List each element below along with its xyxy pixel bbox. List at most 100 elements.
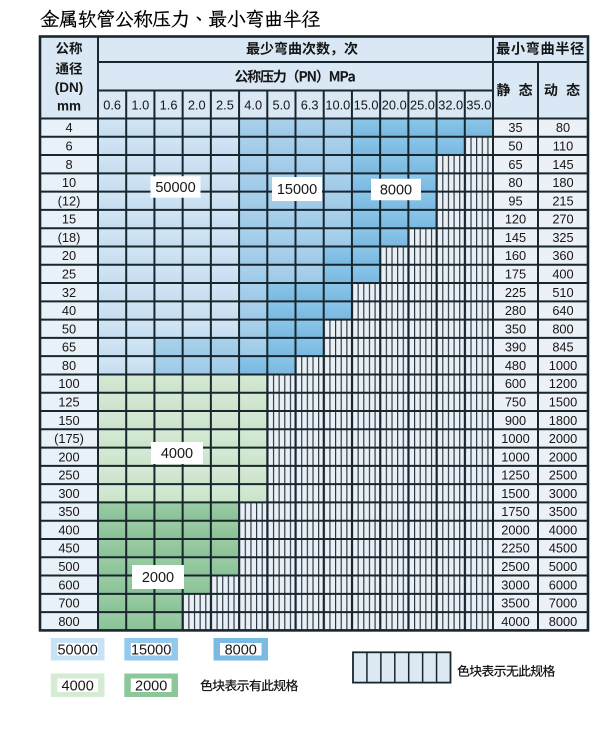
- svg-text:270: 270: [552, 212, 573, 227]
- svg-text:1.6: 1.6: [160, 97, 178, 112]
- svg-text:600: 600: [505, 376, 526, 391]
- svg-text:900: 900: [505, 413, 526, 428]
- svg-text:2500: 2500: [549, 468, 577, 483]
- svg-text:350: 350: [58, 504, 79, 519]
- svg-text:1000: 1000: [549, 358, 577, 373]
- svg-text:480: 480: [505, 358, 526, 373]
- svg-text:(18): (18): [58, 230, 81, 245]
- svg-text:8: 8: [65, 157, 72, 172]
- svg-text:3000: 3000: [549, 486, 577, 501]
- svg-text:845: 845: [552, 340, 573, 355]
- svg-text:4000: 4000: [501, 614, 529, 629]
- svg-text:750: 750: [505, 394, 526, 409]
- svg-text:4000: 4000: [161, 446, 193, 462]
- svg-text:1.0: 1.0: [131, 97, 149, 112]
- svg-text:95: 95: [508, 193, 522, 208]
- svg-text:500: 500: [58, 559, 79, 574]
- svg-text:15: 15: [62, 212, 76, 227]
- svg-text:700: 700: [58, 596, 79, 611]
- svg-text:3000: 3000: [501, 577, 529, 592]
- svg-text:4500: 4500: [549, 541, 577, 556]
- svg-text:50000: 50000: [57, 642, 97, 658]
- svg-text:2000: 2000: [135, 678, 167, 694]
- svg-text:640: 640: [552, 303, 573, 318]
- svg-text:1500: 1500: [549, 394, 577, 409]
- svg-text:40: 40: [62, 303, 76, 318]
- svg-text:800: 800: [58, 614, 79, 629]
- svg-text:1750: 1750: [501, 504, 529, 519]
- svg-text:2000: 2000: [501, 522, 529, 537]
- svg-text:145: 145: [505, 230, 526, 245]
- svg-text:110: 110: [553, 139, 573, 154]
- svg-text:8000: 8000: [225, 642, 257, 658]
- svg-text:1250: 1250: [501, 468, 529, 483]
- svg-text:125: 125: [58, 394, 79, 409]
- svg-text:3500: 3500: [501, 596, 529, 611]
- svg-text:4000: 4000: [62, 678, 94, 694]
- svg-text:4: 4: [65, 120, 72, 135]
- svg-text:5.0: 5.0: [272, 97, 290, 112]
- svg-text:2.0: 2.0: [188, 97, 206, 112]
- svg-text:100: 100: [58, 376, 79, 391]
- svg-text:4000: 4000: [549, 522, 577, 537]
- svg-text:15000: 15000: [131, 642, 171, 658]
- svg-text:50: 50: [508, 139, 522, 154]
- svg-text:80: 80: [508, 175, 522, 190]
- svg-text:2000: 2000: [549, 431, 577, 446]
- svg-text:1000: 1000: [501, 431, 529, 446]
- svg-text:160: 160: [505, 248, 526, 263]
- svg-text:25: 25: [62, 267, 76, 282]
- svg-text:325: 325: [552, 230, 573, 245]
- svg-text:5000: 5000: [549, 559, 577, 574]
- svg-text:15.0: 15.0: [354, 97, 379, 112]
- svg-text:510: 510: [552, 285, 573, 300]
- svg-text:145: 145: [552, 157, 573, 172]
- svg-text:180: 180: [552, 175, 573, 190]
- svg-text:25.0: 25.0: [410, 97, 435, 112]
- svg-text:6.3: 6.3: [301, 97, 319, 112]
- svg-text:215: 215: [552, 193, 573, 208]
- svg-text:225: 225: [505, 285, 526, 300]
- svg-text:(175): (175): [54, 431, 84, 446]
- svg-text:80: 80: [62, 358, 76, 373]
- svg-text:600: 600: [58, 577, 79, 592]
- svg-text:1200: 1200: [549, 376, 577, 391]
- svg-text:450: 450: [58, 541, 79, 556]
- svg-text:175: 175: [505, 267, 526, 282]
- svg-text:35.0: 35.0: [466, 97, 491, 112]
- svg-text:390: 390: [505, 340, 526, 355]
- svg-text:35: 35: [508, 120, 522, 135]
- svg-text:300: 300: [58, 486, 79, 501]
- svg-text:10.0: 10.0: [325, 97, 350, 112]
- svg-text:6: 6: [65, 139, 72, 154]
- svg-text:8000: 8000: [380, 183, 412, 199]
- svg-text:1500: 1500: [501, 486, 529, 501]
- svg-text:6000: 6000: [549, 577, 577, 592]
- svg-text:2000: 2000: [142, 570, 174, 586]
- svg-text:1000: 1000: [501, 449, 529, 464]
- svg-text:32: 32: [62, 285, 76, 300]
- svg-text:3500: 3500: [549, 504, 577, 519]
- svg-text:(DN): (DN): [55, 80, 84, 95]
- svg-text:120: 120: [505, 212, 526, 227]
- svg-text:280: 280: [505, 303, 526, 318]
- svg-text:65: 65: [508, 157, 522, 172]
- svg-text:400: 400: [552, 267, 573, 282]
- svg-text:8000: 8000: [549, 614, 577, 629]
- svg-text:20: 20: [62, 248, 76, 263]
- svg-text:50000: 50000: [155, 180, 195, 196]
- svg-text:150: 150: [58, 413, 79, 428]
- svg-text:800: 800: [552, 321, 573, 336]
- svg-text:360: 360: [552, 248, 573, 263]
- svg-text:350: 350: [505, 321, 526, 336]
- svg-text:2000: 2000: [549, 449, 577, 464]
- svg-text:2250: 2250: [501, 541, 529, 556]
- svg-text:7000: 7000: [549, 596, 577, 611]
- svg-text:(12): (12): [58, 193, 81, 208]
- svg-text:2.5: 2.5: [216, 97, 234, 112]
- svg-text:400: 400: [58, 522, 79, 537]
- svg-text:1800: 1800: [549, 413, 577, 428]
- svg-text:200: 200: [58, 449, 79, 464]
- svg-text:mm: mm: [57, 99, 81, 114]
- svg-text:32.0: 32.0: [438, 97, 463, 112]
